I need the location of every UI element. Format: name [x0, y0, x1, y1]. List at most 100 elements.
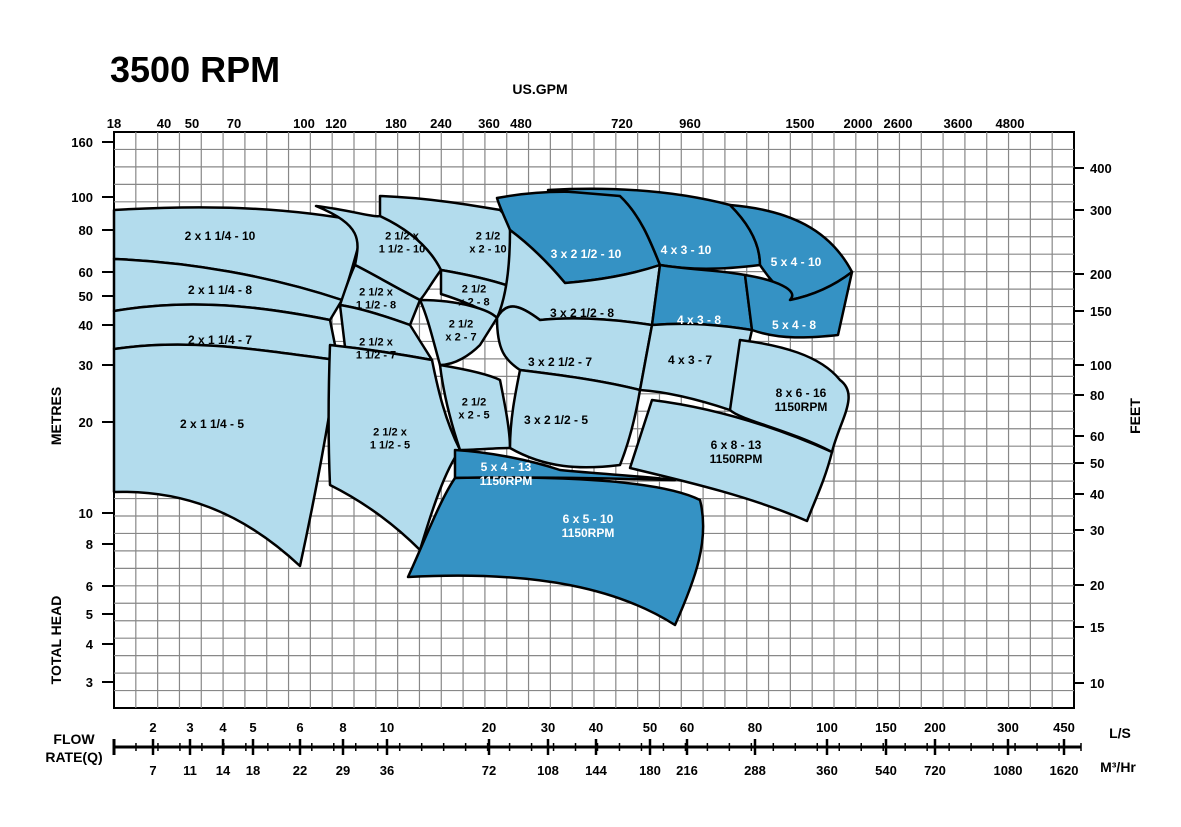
flow-ls-label: 20 [482, 720, 496, 735]
flow-ls-label: 450 [1053, 720, 1075, 735]
pump-region-label: 5 x 4 - 10 [771, 255, 822, 269]
left-tick-label: 4 [86, 637, 94, 652]
flow-m3hr-label: 36 [380, 763, 394, 778]
flow-m3hr-label: 14 [216, 763, 231, 778]
pump-region-label: 2 1/2 [462, 284, 486, 296]
right-tick-label: 20 [1090, 578, 1104, 593]
pump-region-label: 2 x 1 1/4 - 7 [188, 333, 252, 347]
top-tick-label: 120 [325, 116, 347, 131]
right-tick-label: 400 [1090, 161, 1112, 176]
right-tick-label: 10 [1090, 676, 1104, 691]
pump-region-label: 6 x 8 - 13 [711, 438, 762, 452]
left-tick-label: 5 [86, 607, 93, 622]
pump-region [314, 204, 443, 302]
flow-m3hr-label: 108 [537, 763, 559, 778]
pump-region-label: 4 x 3 - 10 [661, 243, 712, 257]
top-tick-label: 2600 [884, 116, 913, 131]
flow-m3hr-label: 18 [246, 763, 260, 778]
flow-ls-label: 10 [380, 720, 394, 735]
flow-m3hr-label: 144 [585, 763, 607, 778]
right-tick-label: 300 [1090, 203, 1112, 218]
pump-region-label: 5 x 4 - 13 [481, 460, 532, 474]
pump-region-label: 2 x 1 1/4 - 8 [188, 283, 252, 297]
pump-region [418, 298, 499, 367]
right-tick-label: 60 [1090, 429, 1104, 444]
left-tick-label: 8 [86, 537, 93, 552]
flow-m3hr-label: 22 [293, 763, 307, 778]
pump-region-label: 1 1/2 - 5 [370, 440, 410, 452]
flow-ls-label: 300 [997, 720, 1019, 735]
top-tick-label: 1500 [786, 116, 815, 131]
pump-region-label: 1150RPM [710, 452, 763, 466]
left-tick-label: 20 [79, 415, 93, 430]
left-tick-label: 80 [79, 223, 93, 238]
flow-ls-label: 200 [924, 720, 946, 735]
pump-region-label: 2 1/2 [476, 231, 500, 243]
right-tick-label: 150 [1090, 304, 1112, 319]
left-tick-label: 60 [79, 265, 93, 280]
bottom-axis-title-line1: FLOW [53, 731, 95, 747]
flow-m3hr-label: 180 [639, 763, 661, 778]
pump-regions [112, 187, 854, 627]
top-tick-label: 50 [185, 116, 199, 131]
right-axis-title-feet: FEET [1127, 398, 1143, 434]
pump-region-label: x 2 - 8 [458, 297, 489, 309]
right-tick-label: 40 [1090, 487, 1104, 502]
pump-region-label: 2 1/2 [449, 319, 473, 331]
left-tick-label: 50 [79, 289, 93, 304]
flow-ls-label: 60 [680, 720, 694, 735]
flow-m3hr-label: 360 [816, 763, 838, 778]
flow-m3hr-label: 720 [924, 763, 946, 778]
pump-region-label: 2 1/2 x [373, 427, 408, 439]
flow-ls-label: 2 [149, 720, 156, 735]
pump-region-label: 5 x 4 - 8 [772, 318, 816, 332]
pump-region [508, 368, 642, 469]
pump-region-label: 1 1/2 - 7 [356, 350, 396, 362]
pump-region-label: 2 1/2 x [385, 231, 420, 243]
axis-ticks: 18 40 50 70 100 120 180 240 360 480 720 960 1500 2000… [71, 116, 1111, 691]
pump-region-label: 1150RPM [775, 400, 828, 414]
pump-region [628, 398, 834, 523]
pump-region-label: 2 1/2 x [359, 287, 394, 299]
right-tick-label: 200 [1090, 267, 1112, 282]
pump-region-label: 6 x 5 - 10 [563, 512, 614, 526]
flow-ls-label: 4 [219, 720, 227, 735]
flow-m3hr-label: 288 [744, 763, 766, 778]
region-labels: 2 x 1 1/4 - 10 2 x 1 1/4 - 8 2 x 1 1/4 - 7… [180, 229, 827, 540]
top-axis-title: US.GPM [512, 81, 567, 97]
flow-m3hr-label: 1080 [994, 763, 1023, 778]
flow-ls-label: 6 [296, 720, 303, 735]
top-tick-label: 4800 [996, 116, 1025, 131]
pump-region-label: 3 x 2 1/2 - 8 [550, 306, 614, 320]
right-tick-label: 30 [1090, 523, 1104, 538]
left-tick-label: 40 [79, 318, 93, 333]
top-tick-label: 480 [510, 116, 532, 131]
pump-region-label: 1150RPM [480, 474, 533, 488]
flow-m3hr-label: 216 [676, 763, 698, 778]
flow-m3hr-label: 11 [183, 763, 197, 778]
top-tick-label: 3600 [944, 116, 973, 131]
left-tick-label: 10 [79, 506, 93, 521]
flow-m3hr-label: 1620 [1050, 763, 1079, 778]
top-tick-label: 960 [679, 116, 701, 131]
flow-ls-label: 5 [249, 720, 256, 735]
pump-region [406, 476, 705, 627]
top-tick-label: 720 [611, 116, 633, 131]
pump-region-label: x 2 - 10 [469, 244, 506, 256]
right-tick-label: 50 [1090, 456, 1104, 471]
top-tick-label: 2000 [844, 116, 873, 131]
top-tick-label: 40 [157, 116, 171, 131]
flow-ls-label: 50 [643, 720, 657, 735]
chart-title: 3500 RPM [110, 49, 280, 90]
pump-region-label: 1150RPM [562, 526, 615, 540]
left-axis-title-total-head: TOTAL HEAD [48, 596, 64, 685]
top-tick-label: 180 [385, 116, 407, 131]
pump-region-label: 3 x 2 1/2 - 7 [528, 355, 592, 369]
pump-region-label: 4 x 3 - 8 [677, 313, 721, 327]
top-tick-label: 100 [293, 116, 315, 131]
pump-region [743, 270, 854, 339]
left-tick-label: 3 [86, 675, 93, 690]
pump-region-label: 2 x 1 1/4 - 10 [185, 229, 256, 243]
flow-ls-label: 30 [541, 720, 555, 735]
